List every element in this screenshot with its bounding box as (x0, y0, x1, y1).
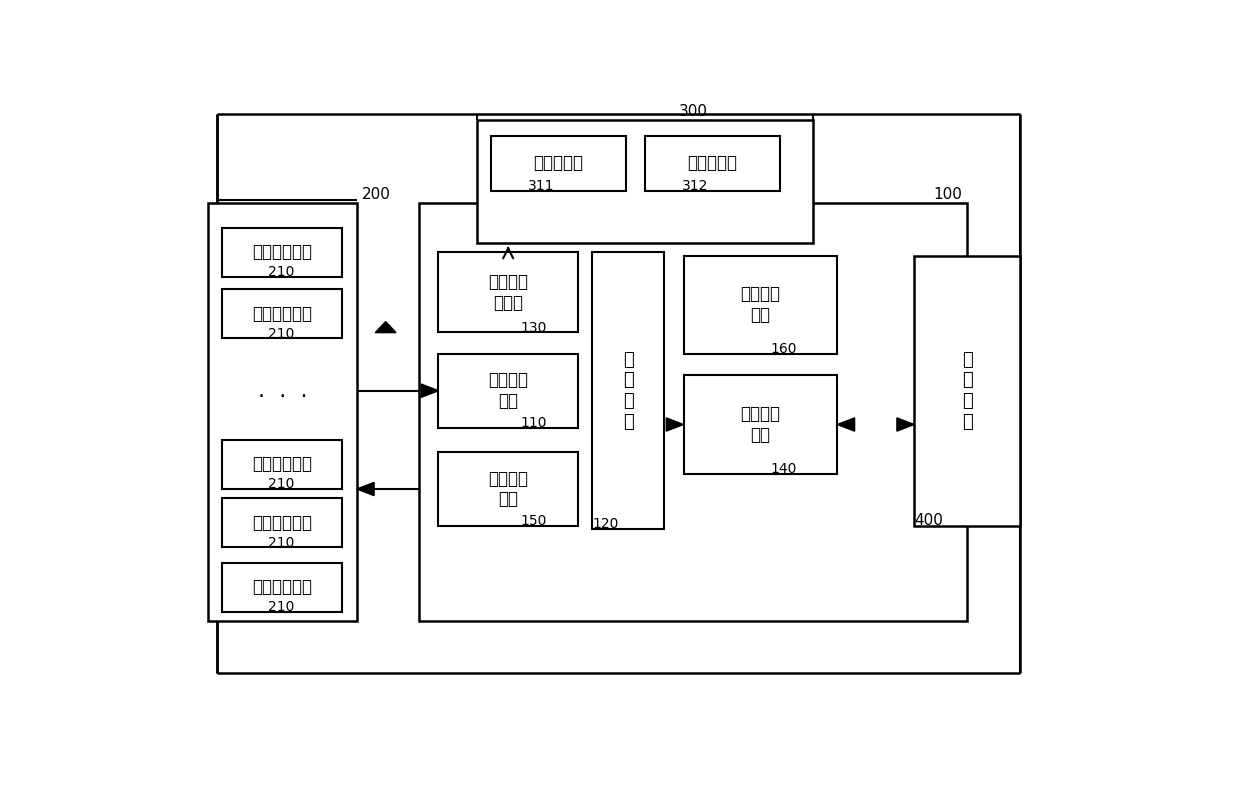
Bar (222, 498, 342, 547)
Text: ·  ·  ·: · · · (258, 387, 308, 407)
Text: 300: 300 (678, 104, 708, 119)
Text: 监控显示
模块: 监控显示 模块 (740, 285, 780, 324)
Text: 主
控
制
器: 主 控 制 器 (622, 350, 634, 431)
Bar (477, 120, 813, 243)
Bar (222, 290, 342, 338)
Bar (439, 452, 578, 526)
Bar (439, 354, 578, 428)
Text: 超级电容单体: 超级电容单体 (252, 456, 312, 473)
Text: 充电控制器: 充电控制器 (533, 154, 584, 172)
Text: 312: 312 (682, 179, 708, 193)
Polygon shape (897, 418, 914, 431)
Text: 120: 120 (593, 517, 619, 531)
Text: 100: 100 (934, 187, 962, 202)
Text: 超级电容单体: 超级电容单体 (252, 514, 312, 531)
Text: 400: 400 (914, 513, 944, 528)
Text: 311: 311 (528, 179, 554, 193)
Bar (222, 228, 342, 277)
Polygon shape (376, 322, 396, 333)
Bar (914, 255, 1021, 526)
Text: 数据交互
模块: 数据交互 模块 (740, 405, 780, 444)
Bar (439, 252, 578, 332)
Text: 超级电容单体: 超级电容单体 (252, 579, 312, 596)
Text: 200: 200 (362, 187, 391, 202)
Text: 210: 210 (268, 266, 295, 279)
Bar (593, 252, 665, 529)
Text: 放电控制器: 放电控制器 (687, 154, 738, 172)
Text: 保护控制
模块: 保护控制 模块 (489, 469, 528, 508)
Text: 采集检测
模块: 采集检测 模块 (489, 371, 528, 410)
Text: 210: 210 (268, 535, 295, 550)
Bar (683, 375, 837, 474)
Bar (645, 136, 780, 191)
Text: 超级电容单体: 超级电容单体 (252, 243, 312, 262)
Text: 110: 110 (521, 416, 547, 430)
Text: 130: 130 (521, 321, 547, 335)
Bar (683, 255, 837, 354)
Polygon shape (666, 418, 683, 431)
Polygon shape (837, 418, 854, 431)
Text: 210: 210 (268, 477, 295, 492)
Bar (222, 440, 342, 489)
Bar (491, 136, 626, 191)
Bar (222, 563, 342, 612)
Text: 210: 210 (268, 327, 295, 341)
Text: 充放电控
制模块: 充放电控 制模块 (489, 273, 528, 312)
Text: 负
载
设
备: 负 载 设 备 (962, 350, 972, 431)
Bar (419, 203, 967, 621)
Text: 超级电容单体: 超级电容单体 (252, 305, 312, 323)
Bar (208, 203, 357, 621)
Text: 140: 140 (770, 462, 796, 476)
Text: 210: 210 (268, 600, 295, 614)
Text: 150: 150 (521, 515, 547, 528)
Text: 160: 160 (770, 342, 796, 356)
Polygon shape (357, 482, 374, 496)
Polygon shape (422, 384, 439, 397)
